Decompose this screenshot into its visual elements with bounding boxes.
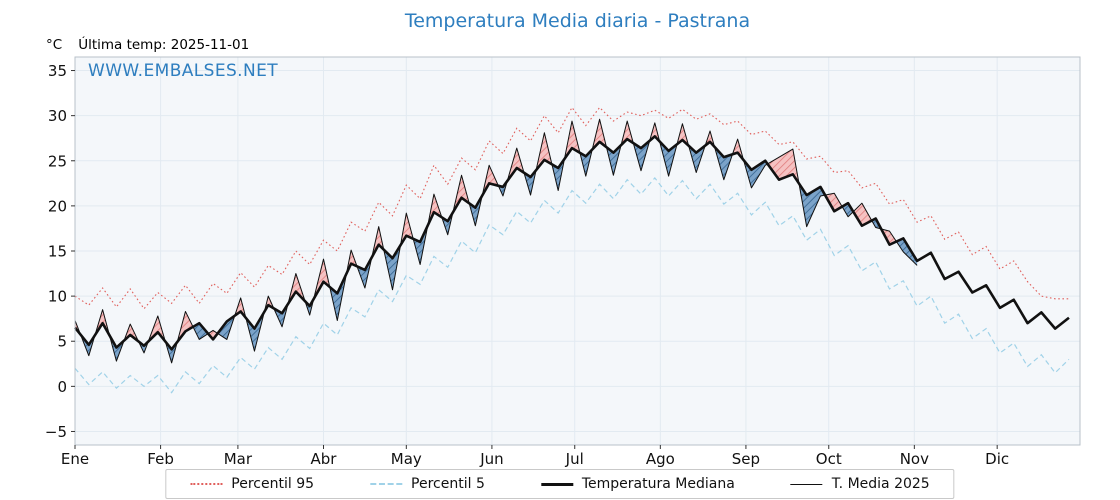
- percentil-5-line: [74, 176, 1070, 394]
- x-tick-label: Nov: [900, 450, 929, 468]
- y-tick-label: 20: [48, 197, 67, 215]
- x-tick-label: Sep: [732, 450, 760, 468]
- fill-below-median: [606, 145, 622, 176]
- x-tick-label: Ene: [61, 450, 89, 468]
- chart-title: Temperatura Media diaria - Pastrana: [404, 10, 751, 32]
- percentil-95-line-swatch: [190, 483, 223, 485]
- y-tick-label: 35: [48, 62, 67, 80]
- x-tick-label: Abr: [311, 450, 338, 468]
- fill-above-median: [621, 121, 634, 146]
- t-media-2025-line-swatch: [790, 483, 823, 485]
- x-tick-label: Dic: [985, 450, 1009, 468]
- legend-item-percentil-95: Percentil 95: [190, 476, 314, 492]
- fill-above-median: [881, 228, 897, 245]
- fill-below-median: [523, 170, 537, 196]
- temperatura-mediana-line: [73, 135, 1070, 351]
- fill-below-median: [688, 145, 706, 173]
- fill-below-median: [896, 238, 918, 266]
- fill-below-median: [714, 146, 733, 180]
- fill-below-median: [383, 245, 401, 290]
- y-tick-label: 25: [48, 152, 67, 170]
- last-temp-label: Última temp: 2025-11-01: [78, 37, 250, 53]
- fill-above-median: [507, 148, 524, 182]
- chart-meta: °C Última temp: 2025-11-01: [46, 37, 249, 53]
- fill-below-median: [579, 149, 593, 177]
- x-tick-label: Ago: [646, 450, 675, 468]
- embalses-watermark: WWW.EMBALSES.NET: [88, 61, 279, 81]
- legend-label: T. Media 2025: [831, 476, 930, 492]
- legend-item-temperatura-mediana: Temperatura Mediana: [540, 476, 735, 492]
- fill-above-median: [264, 296, 274, 312]
- legend-item-percentil-5: Percentil 5: [370, 476, 485, 492]
- y-axis-unit-label: °C: [46, 37, 63, 53]
- y-tick-label: −5: [45, 423, 67, 441]
- x-tick-label: Jun: [479, 450, 503, 468]
- legend-item-t-media-2025: T. Media 2025: [790, 476, 930, 492]
- fill-below-median: [633, 140, 650, 171]
- chart-legend: Percentil 95 Percentil 5 Temperatura Med…: [165, 469, 955, 499]
- legend-label: Percentil 5: [411, 476, 485, 492]
- x-tick-label: Feb: [147, 450, 174, 468]
- x-tick-label: Jul: [565, 450, 584, 468]
- fill-above-median: [825, 193, 843, 212]
- t-media-2025-line: [74, 118, 918, 364]
- y-tick-label: 10: [48, 288, 67, 306]
- fill-above-median: [677, 123, 689, 146]
- fill-below-median: [842, 203, 854, 217]
- fill-below-median: [193, 323, 209, 340]
- percentil-5-line-swatch: [370, 483, 403, 485]
- fill-below-median: [659, 141, 678, 177]
- fill-below-median: [217, 315, 235, 340]
- fill-above-median: [592, 119, 607, 150]
- y-tick-label: 0: [57, 378, 67, 396]
- x-tick-label: Mar: [224, 450, 253, 468]
- fill-above-median: [649, 122, 660, 142]
- y-tick-label: 5: [57, 333, 67, 351]
- fill-above-median: [853, 203, 872, 226]
- mediana-line-swatch: [540, 482, 573, 486]
- y-tick-label: 30: [48, 107, 67, 125]
- y-tick-label: 15: [48, 243, 67, 261]
- x-tick-label: Oct: [816, 450, 842, 468]
- x-tick-label: May: [391, 450, 422, 468]
- legend-label: Percentil 95: [231, 476, 315, 492]
- legend-label: Temperatura Mediana: [581, 476, 735, 492]
